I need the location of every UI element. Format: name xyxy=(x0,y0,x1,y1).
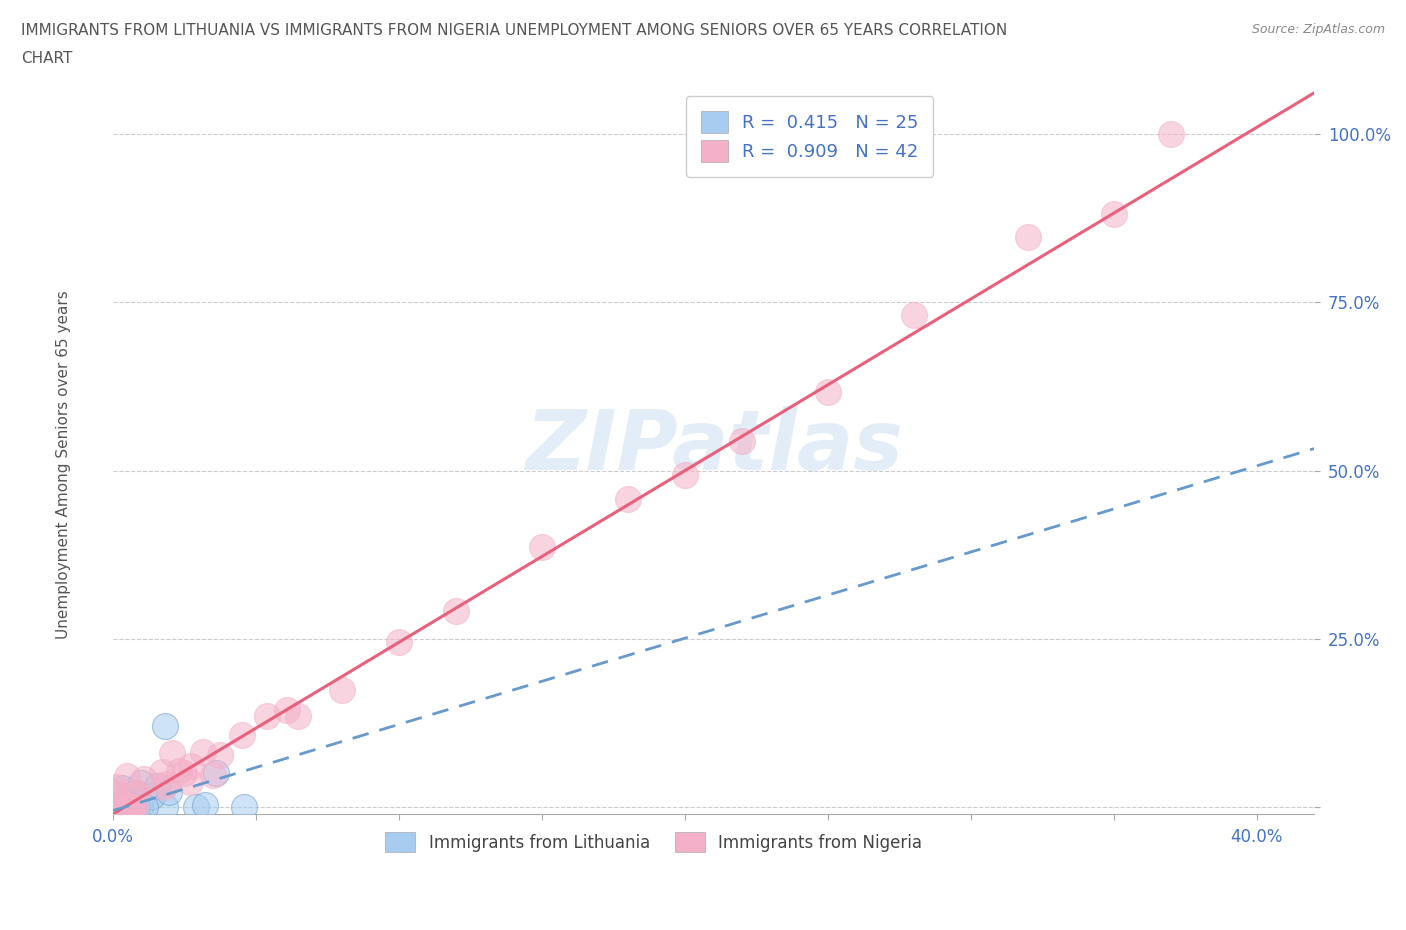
Point xyxy=(127,785,149,800)
Text: Source: ZipAtlas.com: Source: ZipAtlas.com xyxy=(1251,23,1385,36)
Point xyxy=(180,758,202,773)
Point xyxy=(276,702,298,717)
Point xyxy=(1160,126,1182,141)
Point xyxy=(110,780,132,795)
Point xyxy=(330,683,353,698)
Point xyxy=(114,800,136,815)
Point xyxy=(233,800,256,815)
Point xyxy=(105,800,128,815)
Point xyxy=(903,308,925,323)
Point xyxy=(105,798,128,813)
Text: IMMIGRANTS FROM LITHUANIA VS IMMIGRANTS FROM NIGERIA UNEMPLOYMENT AMONG SENIORS : IMMIGRANTS FROM LITHUANIA VS IMMIGRANTS … xyxy=(21,23,1007,38)
Point xyxy=(173,765,195,780)
Point xyxy=(125,786,148,801)
Point xyxy=(157,785,180,800)
Point xyxy=(146,778,169,793)
Point xyxy=(112,800,135,815)
Point xyxy=(191,745,214,760)
Point xyxy=(160,746,183,761)
Point xyxy=(105,800,128,815)
Point xyxy=(817,384,839,399)
Point xyxy=(129,776,152,790)
Text: CHART: CHART xyxy=(21,51,73,66)
Point xyxy=(117,800,139,815)
Point xyxy=(155,777,177,791)
Point xyxy=(731,434,754,449)
Point xyxy=(205,765,228,780)
Point xyxy=(105,786,128,801)
Point xyxy=(125,800,148,815)
Point xyxy=(179,775,201,790)
Point xyxy=(153,719,176,734)
Point xyxy=(153,780,176,795)
Point xyxy=(388,635,411,650)
Point xyxy=(128,799,150,814)
Point xyxy=(115,769,138,784)
Point xyxy=(124,799,146,814)
Point xyxy=(118,789,141,804)
Point xyxy=(105,800,128,815)
Point xyxy=(231,728,253,743)
Point xyxy=(121,799,143,814)
Point xyxy=(141,789,163,804)
Point xyxy=(287,709,309,724)
Text: ZIPatlas: ZIPatlas xyxy=(524,406,903,487)
Point xyxy=(446,604,468,618)
Point xyxy=(115,800,138,815)
Point xyxy=(194,798,217,813)
Point xyxy=(134,772,156,787)
Point xyxy=(1102,206,1125,221)
Point xyxy=(122,800,145,815)
Point xyxy=(105,800,128,815)
Point xyxy=(256,709,278,724)
Point xyxy=(105,800,128,815)
Point xyxy=(673,468,696,483)
Point xyxy=(184,800,207,815)
Point xyxy=(617,491,640,506)
Legend: Immigrants from Lithuania, Immigrants from Nigeria: Immigrants from Lithuania, Immigrants fr… xyxy=(377,824,931,860)
Point xyxy=(122,800,145,815)
Point xyxy=(105,779,128,794)
Text: Unemployment Among Seniors over 65 years: Unemployment Among Seniors over 65 years xyxy=(56,291,70,640)
Point xyxy=(111,800,134,815)
Point xyxy=(202,768,225,783)
Point xyxy=(105,789,128,804)
Point xyxy=(134,800,156,815)
Point xyxy=(208,748,231,763)
Point xyxy=(1017,230,1039,245)
Point xyxy=(122,787,145,802)
Point xyxy=(153,800,176,815)
Point xyxy=(531,539,554,554)
Point xyxy=(150,764,173,779)
Point xyxy=(105,800,128,815)
Point xyxy=(167,764,190,778)
Point xyxy=(127,800,149,815)
